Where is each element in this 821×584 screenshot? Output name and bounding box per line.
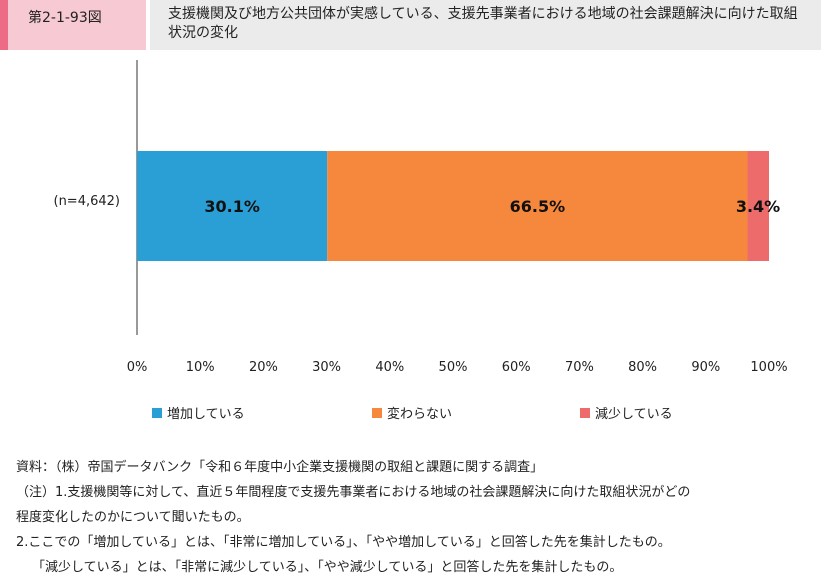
header-accent-bar <box>0 0 8 50</box>
figure-title: 支援機関及び地方公共団体が実感している、支援先事業者における地域の社会課題解決に… <box>150 0 821 50</box>
x-tick-label: 40% <box>375 360 404 375</box>
x-tick-label: 50% <box>439 360 468 375</box>
x-tick-label: 90% <box>691 360 720 375</box>
stacked-bar-chart: 30.1% 66.5% 3.4% 0% 10% 20% 30% 40% 50% 60% 70% 80… <box>54 60 788 375</box>
x-tick-label: 70% <box>565 360 594 375</box>
legend-swatch-decrease <box>580 407 590 418</box>
x-tick-label: 100% <box>750 360 787 375</box>
legend: 増加している 変わらない 減少している <box>0 403 821 422</box>
category-label: (n=4,642) <box>54 194 121 209</box>
legend-item-unchanged: 変わらない <box>372 403 452 422</box>
bar-segment-decrease <box>747 151 769 261</box>
bar-label-increase: 30.1% <box>204 197 260 216</box>
bar-segment-unchanged <box>327 151 748 261</box>
figure-header: 第2-1-93図 支援機関及び地方公共団体が実感している、支援先事業者における地… <box>0 0 821 50</box>
legend-label-decrease: 減少している <box>595 407 673 422</box>
legend-label-unchanged: 変わらない <box>387 407 453 422</box>
note-2: 2.ここでの「増加している」とは、「非常に増加している」、「やや増加している」と… <box>16 535 671 550</box>
bar-group <box>137 151 769 261</box>
x-tick-label: 10% <box>186 360 215 375</box>
legend-item-increase: 増加している <box>152 403 245 422</box>
note-1: （注）1.支援機関等に対して、直近５年間程度で支援先事業者における地域の社会課題… <box>16 485 691 500</box>
note-source: 資料：（株）帝国データバンク「令和６年度中小企業支援機関の取組と課題に関する調査… <box>16 460 544 475</box>
x-tick-label: 20% <box>249 360 278 375</box>
x-tick-label: 60% <box>502 360 531 375</box>
note-1-cont: 程度変化したのかについて聞いたもの。 <box>16 510 250 525</box>
x-tick-label: 80% <box>628 360 657 375</box>
bar-label-group: 30.1% 66.5% 3.4% <box>204 197 780 216</box>
x-tick-label: 30% <box>312 360 341 375</box>
legend-item-decrease: 減少している <box>580 403 673 422</box>
note-2-cont: 「減少している」とは、「非常に減少している」、「やや減少している」と回答した先を… <box>32 560 623 575</box>
legend-swatch-increase <box>152 407 162 418</box>
x-tick-label: 0% <box>127 360 148 375</box>
bar-segment-increase <box>137 151 328 261</box>
figure-number: 第2-1-93図 <box>8 0 146 50</box>
bar-label-decrease: 3.4% <box>736 197 780 216</box>
legend-swatch-unchanged <box>372 407 382 418</box>
bar-label-unchanged: 66.5% <box>510 197 566 216</box>
notes: 資料：（株）帝国データバンク「令和６年度中小企業支援機関の取組と課題に関する調査… <box>16 455 816 580</box>
x-tick-group: 0% 10% 20% 30% 40% 50% 60% 70% 80% 90% 100% <box>127 360 788 375</box>
legend-label-increase: 増加している <box>167 407 245 422</box>
